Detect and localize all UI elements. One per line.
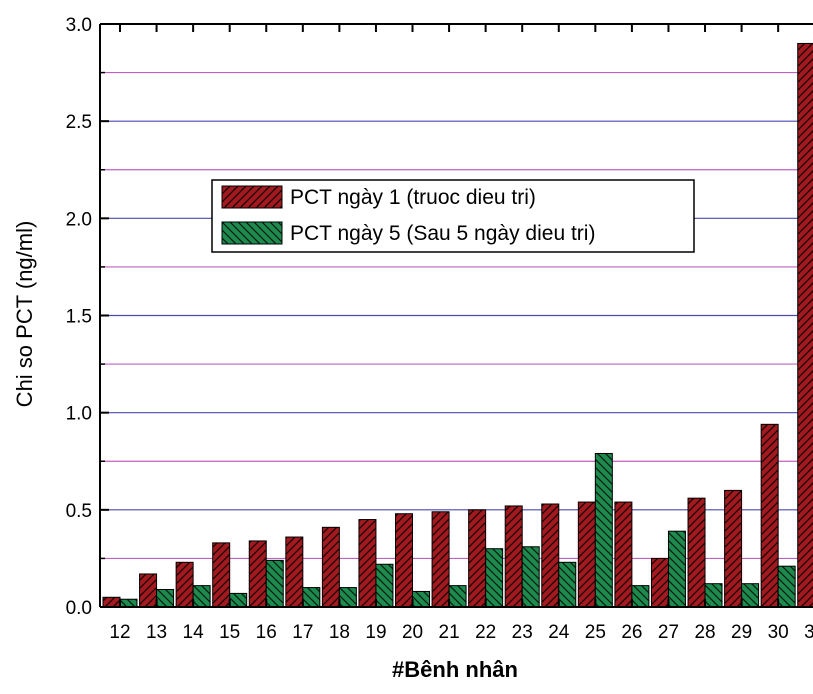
bar-day1 [139, 573, 158, 608]
y-tick-label: 2.5 [66, 112, 92, 133]
bar-day5 [192, 585, 211, 608]
bar-day5 [667, 530, 686, 608]
y-axis-title: Chi so PCT (ng/ml) [12, 221, 37, 408]
y-tick-label: 1.5 [66, 307, 92, 328]
legend-label-day5: PCT ngày 5 (Sau 5 ngày dieu tri) [290, 222, 595, 245]
bar-day1 [577, 501, 596, 608]
legend: PCT ngày 1 (truoc dieu tri) PCT ngày 5 (… [211, 179, 695, 253]
legend-label-day1: PCT ngày 1 (truoc dieu tri) [290, 186, 536, 209]
x-tick-label: 29 [731, 622, 752, 643]
bar-day5 [704, 583, 723, 608]
legend-box [211, 179, 695, 253]
bar-day5 [412, 590, 431, 608]
bar-day5 [448, 585, 467, 608]
bar-day1 [760, 423, 779, 608]
bar-day5 [594, 452, 613, 608]
x-tick-label: 23 [512, 622, 533, 643]
bar-day1 [541, 503, 560, 608]
bar-day5 [375, 563, 394, 608]
x-tick-label: 17 [292, 622, 313, 643]
legend-swatch-day1 [221, 185, 283, 209]
bar-day5 [302, 587, 321, 608]
bar-day1 [431, 511, 450, 608]
bar-day1 [504, 505, 523, 608]
bar-day5 [229, 592, 248, 608]
x-tick-label: 20 [402, 622, 423, 643]
bar-day1 [248, 540, 267, 608]
bar-day1 [285, 536, 304, 608]
bar-day1 [724, 489, 743, 608]
bar-day5 [777, 565, 796, 608]
bar-day1 [687, 497, 706, 608]
bar-day1 [358, 519, 377, 608]
x-tick-label: 19 [365, 622, 386, 643]
y-tick-label: 0.0 [66, 598, 92, 619]
x-tick-label: 27 [658, 622, 679, 643]
bar-day1 [468, 509, 487, 608]
legend-swatch-day5 [221, 221, 283, 245]
x-axis-title: #Bênh nhân [392, 657, 518, 682]
x-tick-label: 12 [109, 622, 130, 643]
bar-day5 [156, 589, 175, 608]
bar-day1 [650, 557, 669, 608]
bar-day1 [102, 596, 121, 608]
bar-day5 [631, 585, 650, 608]
bar-day1 [395, 513, 414, 608]
x-tick-label: 22 [475, 622, 496, 643]
axes [99, 23, 813, 608]
y-tick-label: 1.0 [66, 404, 92, 425]
bar-day1 [212, 542, 231, 608]
bar-day5 [265, 559, 284, 608]
grid-lines [100, 71, 813, 560]
x-tick-label: 14 [183, 622, 205, 643]
bar-day1 [175, 561, 194, 608]
x-tick-label: 28 [694, 622, 715, 643]
y-tick-label: 2.0 [66, 209, 92, 230]
x-tick-label: 21 [439, 622, 460, 643]
bar-day5 [558, 561, 577, 608]
bar-day1 [614, 501, 633, 608]
x-tick-label: 24 [548, 622, 570, 643]
x-tick-label: 31 [804, 622, 813, 643]
x-tick-label: 13 [146, 622, 167, 643]
x-tick-label: 26 [621, 622, 642, 643]
bar-day1 [797, 42, 813, 608]
tick-labels: 12 13 14 15 16 17 18 19 20 21 22 23 24 25 26 27 28 29 30 31… [66, 15, 813, 643]
bars [102, 42, 813, 608]
bar-day5 [741, 583, 760, 608]
x-tick-label: 25 [585, 622, 606, 643]
x-tick-label: 18 [329, 622, 350, 643]
bar-day5 [485, 548, 504, 608]
x-tick-label: 30 [768, 622, 789, 643]
bar-day5 [338, 587, 357, 608]
bar-day1 [321, 526, 340, 608]
y-tick-label: 3.0 [66, 15, 92, 36]
x-tick-label: 15 [219, 622, 240, 643]
bar-day5 [119, 598, 138, 608]
x-tick-label: 16 [256, 622, 277, 643]
y-tick-label: 0.5 [66, 501, 92, 522]
bar-day5 [521, 546, 540, 608]
